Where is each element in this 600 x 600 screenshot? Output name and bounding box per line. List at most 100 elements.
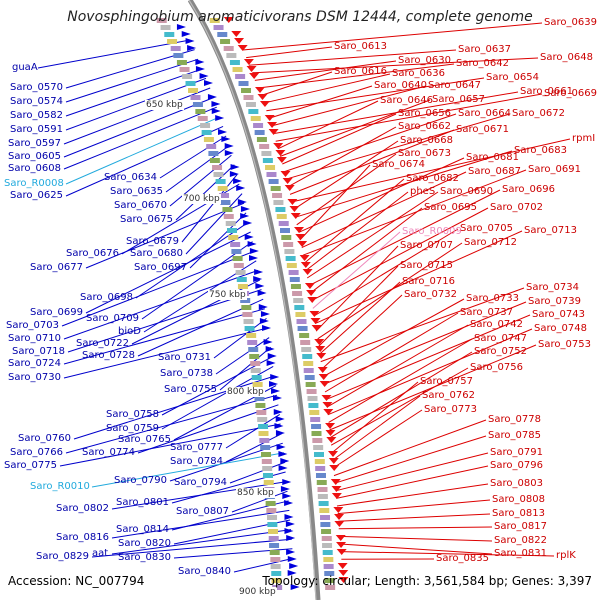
gene-label-saro_0696[interactable]: Saro_0696 xyxy=(502,184,555,195)
gene-label-saro_0664[interactable]: Saro_0664 xyxy=(458,108,511,119)
gene-label-saro_0605[interactable]: Saro_0605 xyxy=(8,151,61,162)
gene-label-saro_0698[interactable]: Saro_0698 xyxy=(80,292,133,303)
gene-label-saro_0829[interactable]: Saro_0829 xyxy=(36,551,89,562)
gene-label-saro_0802[interactable]: Saro_0802 xyxy=(56,503,109,514)
gene-label-saro_0760[interactable]: Saro_0760 xyxy=(18,433,71,444)
gene-label-saro_0670[interactable]: Saro_0670 xyxy=(114,200,167,211)
gene-label-saro_0634[interactable]: Saro_0634 xyxy=(104,172,157,183)
gene-label-saro_0675[interactable]: Saro_0675 xyxy=(120,214,173,225)
gene-label-saro_0616[interactable]: Saro_0616 xyxy=(334,66,387,77)
gene-label-saro_0737[interactable]: Saro_0737 xyxy=(460,307,513,318)
gene-label-saro_0646[interactable]: Saro_0646 xyxy=(380,95,433,106)
gene-label-saro_0730[interactable]: Saro_0730 xyxy=(8,372,61,383)
gene-label-saro_0724[interactable]: Saro_0724 xyxy=(8,358,61,369)
gene-label-saro_0710[interactable]: Saro_0710 xyxy=(8,333,61,344)
gene-label-rpmi[interactable]: rpmI xyxy=(572,133,596,144)
gene-label-saro_0758[interactable]: Saro_0758 xyxy=(106,409,159,420)
gene-label-saro_0570[interactable]: Saro_0570 xyxy=(10,82,63,93)
gene-label-saro_0742[interactable]: Saro_0742 xyxy=(470,319,523,330)
gene-label-saro_0707[interactable]: Saro_0707 xyxy=(400,240,453,251)
gene-label-saro_0814[interactable]: Saro_0814 xyxy=(116,524,169,535)
gene-label-saro_0816[interactable]: Saro_0816 xyxy=(56,532,109,543)
gene-label-saro_0803[interactable]: Saro_0803 xyxy=(490,478,543,489)
gene-label-saro_0681[interactable]: Saro_0681 xyxy=(466,152,519,163)
gene-label-saro_0813[interactable]: Saro_0813 xyxy=(492,508,545,519)
gene-label-saro_0731[interactable]: Saro_0731 xyxy=(158,352,211,363)
gene-label-saro_0752[interactable]: Saro_0752 xyxy=(474,346,527,357)
gene-label-saro_0591[interactable]: Saro_0591 xyxy=(10,124,63,135)
gene-label-saro_0734[interactable]: Saro_0734 xyxy=(526,282,579,293)
gene-label-saro_0830[interactable]: Saro_0830 xyxy=(118,552,171,563)
gene-label-saro_0582[interactable]: Saro_0582 xyxy=(10,110,63,121)
gene-label-saro_0785[interactable]: Saro_0785 xyxy=(488,430,541,441)
gene-label-saro_0662[interactable]: Saro_0662 xyxy=(398,121,451,132)
gene-label-saro_0775[interactable]: Saro_0775 xyxy=(4,460,57,471)
gene-label-saro_0683[interactable]: Saro_0683 xyxy=(514,145,567,156)
gene-label-saro_0778[interactable]: Saro_0778 xyxy=(488,414,541,425)
gene-label-saro_0840[interactable]: Saro_0840 xyxy=(178,566,231,577)
gene-label-rplk[interactable]: rplK xyxy=(556,550,576,561)
gene-label-saro_0774[interactable]: Saro_0774 xyxy=(82,447,135,458)
gene-label-saro_0690[interactable]: Saro_0690 xyxy=(440,186,493,197)
gene-label-saro_0716[interactable]: Saro_0716 xyxy=(402,276,455,287)
gene-label-saro_0748[interactable]: Saro_0748 xyxy=(534,323,587,334)
gene-label-saro_0656[interactable]: Saro_0656 xyxy=(398,108,451,119)
gene-label-saro_0773[interactable]: Saro_0773 xyxy=(424,404,477,415)
gene-label-saro_r0009[interactable]: Saro_R0009 xyxy=(402,226,462,237)
gene-label-saro_0661[interactable]: Saro_0661 xyxy=(520,86,573,97)
gene-label-saro_0648[interactable]: Saro_0648 xyxy=(540,52,593,63)
gene-label-saro_0790[interactable]: Saro_0790 xyxy=(114,475,167,486)
gene-label-saro_0755[interactable]: Saro_0755 xyxy=(164,384,217,395)
gene-label-saro_0672[interactable]: Saro_0672 xyxy=(512,108,565,119)
gene-label-saro_0647[interactable]: Saro_0647 xyxy=(428,80,481,91)
gene-label-saro_0713[interactable]: Saro_0713 xyxy=(524,225,577,236)
gene-label-saro_0676[interactable]: Saro_0676 xyxy=(66,248,119,259)
gene-label-phes[interactable]: pheS xyxy=(410,186,436,197)
gene-label-saro_0654[interactable]: Saro_0654 xyxy=(486,72,539,83)
gene-label-saro_0709[interactable]: Saro_0709 xyxy=(86,313,139,324)
gene-label-guaa[interactable]: guaA xyxy=(12,62,38,73)
gene-label-saro_0671[interactable]: Saro_0671 xyxy=(456,124,509,135)
gene-label-saro_0831[interactable]: Saro_0831 xyxy=(494,548,547,559)
gene-label-saro_0796[interactable]: Saro_0796 xyxy=(490,460,543,471)
gene-label-saro_0766[interactable]: Saro_0766 xyxy=(10,447,63,458)
gene-label-saro_0765[interactable]: Saro_0765 xyxy=(118,434,171,445)
gene-label-saro_r0008[interactable]: Saro_R0008 xyxy=(4,178,64,189)
gene-label-saro_0722[interactable]: Saro_0722 xyxy=(76,338,129,349)
gene-label-aat[interactable]: aat xyxy=(92,548,109,559)
gene-label-saro_0702[interactable]: Saro_0702 xyxy=(490,202,543,213)
gene-label-saro_0817[interactable]: Saro_0817 xyxy=(494,521,547,532)
gene-label-saro_0691[interactable]: Saro_0691 xyxy=(528,164,581,175)
gene-label-saro_0728[interactable]: Saro_0728 xyxy=(82,350,135,361)
gene-label-saro_0637[interactable]: Saro_0637 xyxy=(458,44,511,55)
gene-label-saro_0674[interactable]: Saro_0674 xyxy=(372,159,425,170)
gene-label-saro_0712[interactable]: Saro_0712 xyxy=(464,237,517,248)
gene-label-saro_0679[interactable]: Saro_0679 xyxy=(126,236,179,247)
gene-label-saro_0677[interactable]: Saro_0677 xyxy=(30,262,83,273)
gene-label-saro_0732[interactable]: Saro_0732 xyxy=(404,289,457,300)
gene-label-saro_0640[interactable]: Saro_0640 xyxy=(374,80,427,91)
gene-label-saro_0635[interactable]: Saro_0635 xyxy=(110,186,163,197)
gene-label-saro_0784[interactable]: Saro_0784 xyxy=(170,456,223,467)
gene-label-saro_0762[interactable]: Saro_0762 xyxy=(422,390,475,401)
gene-label-saro_0747[interactable]: Saro_0747 xyxy=(474,333,527,344)
gene-label-saro_0703[interactable]: Saro_0703 xyxy=(6,320,59,331)
gene-label-saro_0777[interactable]: Saro_0777 xyxy=(170,442,223,453)
gene-label-saro_0759[interactable]: Saro_0759 xyxy=(106,423,159,434)
gene-label-saro_0669[interactable]: Saro_0669 xyxy=(544,88,597,99)
gene-label-saro_0682[interactable]: Saro_0682 xyxy=(406,173,459,184)
gene-label-saro_0625[interactable]: Saro_0625 xyxy=(10,190,63,201)
gene-label-saro_0597[interactable]: Saro_0597 xyxy=(8,138,61,149)
gene-label-saro_0791[interactable]: Saro_0791 xyxy=(490,447,543,458)
gene-label-saro_0673[interactable]: Saro_0673 xyxy=(398,148,451,159)
gene-label-saro_0820[interactable]: Saro_0820 xyxy=(118,538,171,549)
gene-label-saro_0697[interactable]: Saro_0697 xyxy=(134,262,187,273)
gene-label-saro_0835[interactable]: Saro_0835 xyxy=(436,553,489,564)
gene-label-saro_0636[interactable]: Saro_0636 xyxy=(392,68,445,79)
gene-label-saro_0608[interactable]: Saro_0608 xyxy=(8,163,61,174)
gene-label-saro_0695[interactable]: Saro_0695 xyxy=(424,202,477,213)
gene-label-saro_0753[interactable]: Saro_0753 xyxy=(538,339,591,350)
gene-label-saro_0756[interactable]: Saro_0756 xyxy=(470,362,523,373)
gene-label-saro_0733[interactable]: Saro_0733 xyxy=(466,293,519,304)
gene-label-biod[interactable]: bioD xyxy=(118,326,141,337)
